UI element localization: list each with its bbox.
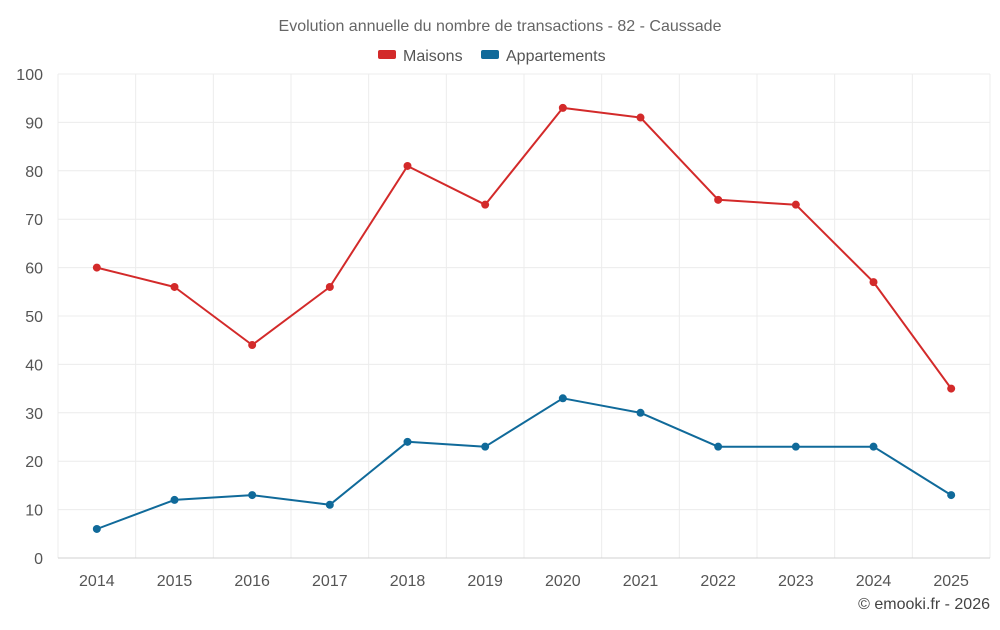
data-point-appartements-2014[interactable] xyxy=(92,524,101,533)
y-tick-label-10: 10 xyxy=(25,503,43,520)
x-tick-label-2022: 2022 xyxy=(700,573,736,590)
x-tick-label-2024: 2024 xyxy=(856,573,892,590)
data-point-appartements-2017[interactable] xyxy=(325,500,334,509)
data-point-maisons-2015[interactable] xyxy=(170,282,179,291)
x-tick-label-2020: 2020 xyxy=(545,573,581,590)
x-tick-label-2019: 2019 xyxy=(467,573,503,590)
data-point-maisons-2014[interactable] xyxy=(92,263,101,272)
x-tick-label-2016: 2016 xyxy=(234,573,270,590)
legend-label-appartements: Appartements xyxy=(506,48,606,65)
x-tick-label-2018: 2018 xyxy=(390,573,426,590)
legend-item-appartements[interactable]: Appartements xyxy=(481,48,606,65)
x-tick-label-2025: 2025 xyxy=(933,573,969,590)
legend-item-maisons[interactable]: Maisons xyxy=(378,48,463,65)
y-tick-label-0: 0 xyxy=(34,551,43,568)
data-point-appartements-2020[interactable] xyxy=(558,394,567,403)
x-tick-label-2021: 2021 xyxy=(623,573,659,590)
x-tick-label-2014: 2014 xyxy=(79,573,115,590)
data-point-maisons-2017[interactable] xyxy=(325,282,334,291)
data-point-maisons-2023[interactable] xyxy=(791,200,800,209)
data-point-maisons-2024[interactable] xyxy=(869,278,878,287)
data-point-maisons-2016[interactable] xyxy=(248,341,257,350)
y-tick-label-60: 60 xyxy=(25,261,43,278)
y-tick-label-30: 30 xyxy=(25,406,43,423)
data-point-maisons-2022[interactable] xyxy=(714,195,723,204)
series-line-appartements xyxy=(96,397,952,530)
chart-title: Evolution annuelle du nombre de transact… xyxy=(279,18,722,35)
y-tick-label-40: 40 xyxy=(25,357,43,374)
x-axis: 2014 2015 2016 2017 2018 2019 2020 2021 2022 2023… xyxy=(58,557,990,590)
y-tick-label-80: 80 xyxy=(25,164,43,181)
series-layer xyxy=(92,103,956,533)
data-point-maisons-2025[interactable] xyxy=(947,384,956,393)
y-tick-label-70: 70 xyxy=(25,212,43,229)
data-point-appartements-2022[interactable] xyxy=(714,442,723,451)
data-point-appartements-2015[interactable] xyxy=(170,495,179,504)
credit-text: © emooki.fr - 2026 xyxy=(858,596,990,613)
data-point-maisons-2020[interactable] xyxy=(558,103,567,112)
legend: Maisons Appartements xyxy=(378,48,606,65)
data-point-appartements-2019[interactable] xyxy=(481,442,490,451)
x-tick-label-2023: 2023 xyxy=(778,573,814,590)
y-tick-label-90: 90 xyxy=(25,115,43,132)
y-tick-label-50: 50 xyxy=(25,309,43,326)
legend-label-maisons: Maisons xyxy=(403,48,463,65)
data-point-appartements-2016[interactable] xyxy=(248,491,257,500)
series-line-maisons xyxy=(96,106,953,390)
data-point-appartements-2021[interactable] xyxy=(636,408,645,417)
y-tick-label-100: 100 xyxy=(16,67,43,84)
data-point-appartements-2025[interactable] xyxy=(947,491,956,500)
legend-swatch-appartements xyxy=(481,50,499,59)
data-point-maisons-2018[interactable] xyxy=(403,161,412,170)
legend-swatch-maisons xyxy=(378,50,396,59)
data-point-appartements-2024[interactable] xyxy=(869,442,878,451)
grid xyxy=(57,73,991,558)
data-point-appartements-2018[interactable] xyxy=(403,437,412,446)
y-axis: 0 10 20 30 40 50 60 70 80 90 100 xyxy=(16,67,43,568)
x-tick-label-2015: 2015 xyxy=(157,573,193,590)
x-tick-label-2017: 2017 xyxy=(312,573,348,590)
y-tick-label-20: 20 xyxy=(25,454,43,471)
data-point-maisons-2021[interactable] xyxy=(636,113,645,122)
data-point-appartements-2023[interactable] xyxy=(791,442,800,451)
data-point-maisons-2019[interactable] xyxy=(481,200,490,209)
